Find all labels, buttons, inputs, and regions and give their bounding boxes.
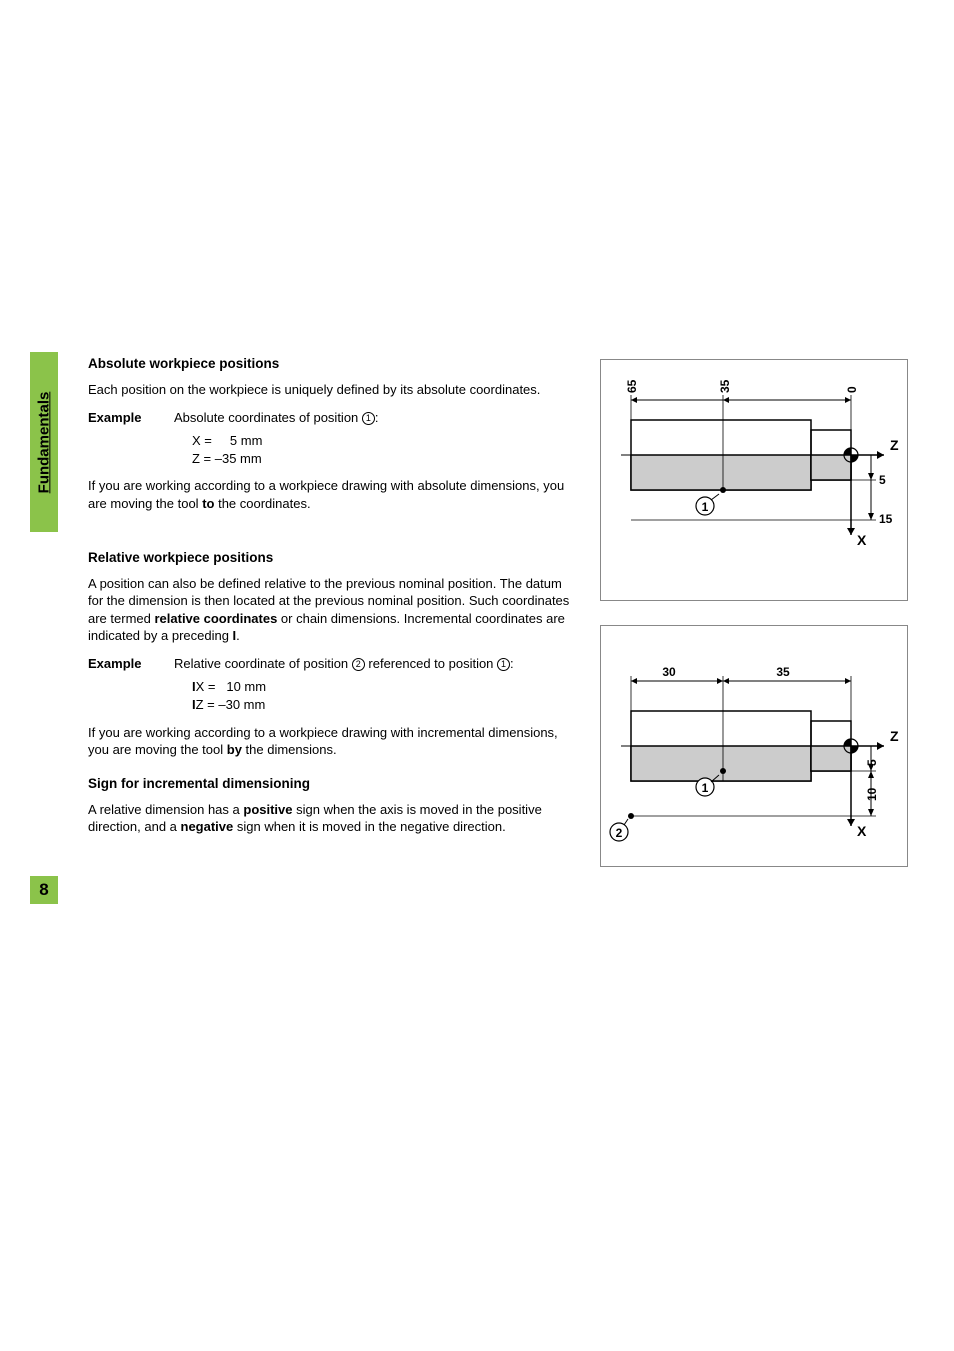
axis-z-label-2: Z xyxy=(890,728,899,744)
coords-relative: IX = 10 mm IZ = –30 mm xyxy=(192,678,578,713)
diagram-absolute: Z X 65 35 0 5 15 1 xyxy=(600,359,908,601)
example-text: Absolute coordinates of position 1: xyxy=(174,409,578,427)
circled-2-icon: 2 xyxy=(352,658,365,671)
coord-z: Z = –35 mm xyxy=(192,450,578,468)
sidebar-tab: Fundamentals xyxy=(30,352,58,532)
coord-x: X = 5 mm xyxy=(192,432,578,450)
coord-ix: IX = 10 mm xyxy=(192,678,578,696)
example-text-pre: Absolute coordinates of position xyxy=(174,410,362,425)
example-text-post: : xyxy=(375,410,379,425)
marker-1-b: 1 xyxy=(702,781,709,795)
marker-1: 1 xyxy=(702,500,709,514)
axis-x-label-2: X xyxy=(857,823,867,839)
heading-sign: Sign for incremental dimensioning xyxy=(88,775,578,793)
axis-x-label: X xyxy=(857,532,867,548)
example-absolute: Example Absolute coordinates of position… xyxy=(88,409,578,427)
dim-5-b: 5 xyxy=(865,759,879,766)
para-relative-intro: A position can also be defined relative … xyxy=(88,575,578,645)
page-number-value: 8 xyxy=(39,880,48,900)
heading-relative: Relative workpiece positions xyxy=(88,549,578,567)
axis-z-label: Z xyxy=(890,437,899,453)
coords-absolute: X = 5 mm Z = –35 mm xyxy=(192,432,578,467)
para-sign: A relative dimension has a positive sign… xyxy=(88,801,578,836)
page-number: 8 xyxy=(30,876,58,904)
dim-15: 15 xyxy=(879,512,893,526)
main-content: Absolute workpiece positions Each positi… xyxy=(88,355,578,846)
diagram-relative: Z X 30 35 5 10 1 2 xyxy=(600,625,908,867)
dim-65: 65 xyxy=(625,379,639,393)
circled-1-icon: 1 xyxy=(362,412,375,425)
dim-30: 30 xyxy=(662,665,676,679)
dim-35: 35 xyxy=(718,379,732,393)
para-relative-footer: If you are working according to a workpi… xyxy=(88,724,578,759)
dim-10: 10 xyxy=(865,787,879,801)
example-label: Example xyxy=(88,409,174,427)
sidebar-tab-label: Fundamentals xyxy=(36,391,53,493)
dim-35-b: 35 xyxy=(776,665,790,679)
coord-iz: IZ = –30 mm xyxy=(192,696,578,714)
dim-0: 0 xyxy=(845,386,859,393)
heading-absolute: Absolute workpiece positions xyxy=(88,355,578,373)
diagram1-svg: Z X 65 35 0 5 15 1 xyxy=(601,360,909,602)
para-absolute-footer: If you are working according to a workpi… xyxy=(88,477,578,512)
example-label-2: Example xyxy=(88,655,174,673)
diagram2-svg: Z X 30 35 5 10 1 2 xyxy=(601,626,909,868)
example-relative: Example Relative coordinate of position … xyxy=(88,655,578,673)
example-text-2: Relative coordinate of position 2 refere… xyxy=(174,655,578,673)
dim-5: 5 xyxy=(879,473,886,487)
circled-1-icon-b: 1 xyxy=(497,658,510,671)
marker-2: 2 xyxy=(616,826,623,840)
para-absolute-intro: Each position on the workpiece is unique… xyxy=(88,381,578,399)
